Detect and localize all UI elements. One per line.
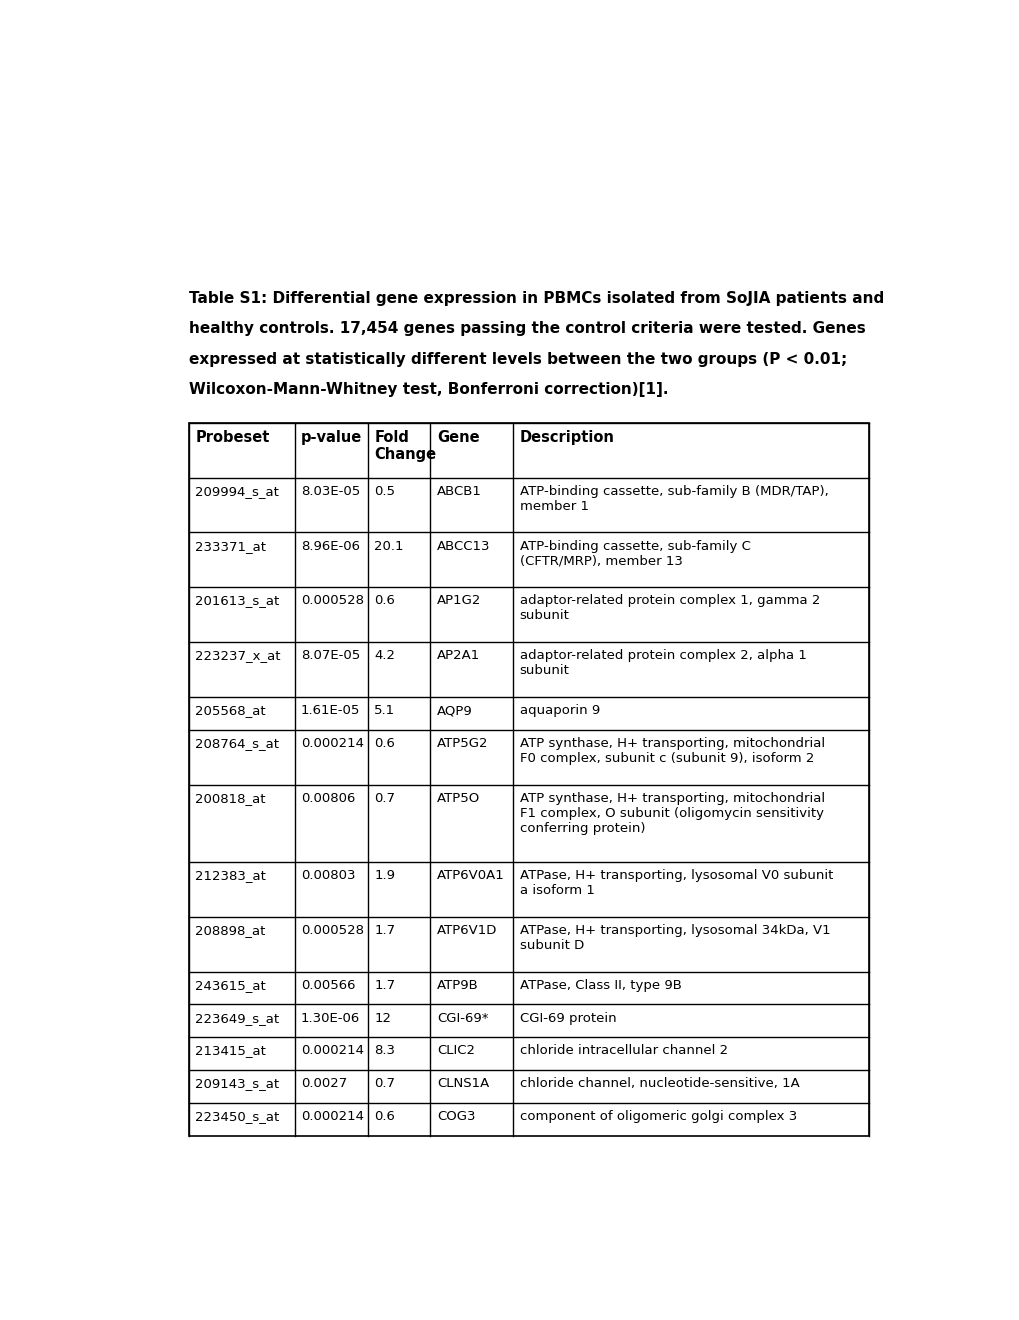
Text: 0.000214: 0.000214	[301, 1044, 364, 1057]
Text: ATP6V0A1: ATP6V0A1	[436, 869, 504, 882]
Text: 1.7: 1.7	[374, 978, 395, 991]
Text: 0.6: 0.6	[374, 737, 394, 750]
Text: CLNS1A: CLNS1A	[436, 1077, 488, 1090]
Text: Description: Description	[520, 430, 614, 445]
Text: component of oligomeric golgi complex 3: component of oligomeric golgi complex 3	[520, 1110, 796, 1123]
Text: ATP6V1D: ATP6V1D	[436, 924, 496, 937]
Text: 8.96E-06: 8.96E-06	[301, 540, 360, 553]
Text: 209143_s_at: 209143_s_at	[196, 1077, 279, 1090]
Text: Wilcoxon-Mann-Whitney test, Bonferroni correction)[1].: Wilcoxon-Mann-Whitney test, Bonferroni c…	[189, 381, 668, 397]
Text: 0.00803: 0.00803	[301, 869, 355, 882]
Text: AQP9: AQP9	[436, 704, 472, 717]
Text: 12: 12	[374, 1011, 391, 1024]
Text: ATPase, H+ transporting, lysosomal 34kDa, V1
subunit D: ATPase, H+ transporting, lysosomal 34kDa…	[520, 924, 829, 952]
Text: 0.0027: 0.0027	[301, 1077, 346, 1090]
Text: 200818_at: 200818_at	[196, 792, 266, 805]
Text: ATP9B: ATP9B	[436, 978, 478, 991]
Text: AP1G2: AP1G2	[436, 594, 481, 607]
Text: COG3: COG3	[436, 1110, 475, 1123]
Text: 1.7: 1.7	[374, 924, 395, 937]
Text: 208764_s_at: 208764_s_at	[196, 737, 279, 750]
Text: ATPase, H+ transporting, lysosomal V0 subunit
a isoform 1: ATPase, H+ transporting, lysosomal V0 su…	[520, 869, 833, 896]
Text: ABCC13: ABCC13	[436, 540, 490, 553]
Text: ATP-binding cassette, sub-family C
(CFTR/MRP), member 13: ATP-binding cassette, sub-family C (CFTR…	[520, 540, 750, 568]
Text: aquaporin 9: aquaporin 9	[520, 704, 599, 717]
Text: ATPase, Class II, type 9B: ATPase, Class II, type 9B	[520, 978, 681, 991]
Text: 233371_at: 233371_at	[196, 540, 266, 553]
Text: 0.00806: 0.00806	[301, 792, 355, 805]
Text: expressed at statistically different levels between the two groups (P < 0.01;: expressed at statistically different lev…	[189, 351, 847, 367]
Text: adaptor-related protein complex 1, gamma 2
subunit: adaptor-related protein complex 1, gamma…	[520, 594, 819, 623]
Text: 223450_s_at: 223450_s_at	[196, 1110, 279, 1123]
Text: 201613_s_at: 201613_s_at	[196, 594, 279, 607]
Text: ATP synthase, H+ transporting, mitochondrial
F1 complex, O subunit (oligomycin s: ATP synthase, H+ transporting, mitochond…	[520, 792, 824, 836]
Text: ATP synthase, H+ transporting, mitochondrial
F0 complex, subunit c (subunit 9), : ATP synthase, H+ transporting, mitochond…	[520, 737, 824, 766]
Text: Gene: Gene	[436, 430, 479, 445]
Text: 0.7: 0.7	[374, 1077, 395, 1090]
Text: 205568_at: 205568_at	[196, 704, 266, 717]
Text: 223649_s_at: 223649_s_at	[196, 1011, 279, 1024]
Text: 212383_at: 212383_at	[196, 869, 266, 882]
Text: 0.6: 0.6	[374, 594, 394, 607]
Text: chloride channel, nucleotide-sensitive, 1A: chloride channel, nucleotide-sensitive, …	[520, 1077, 799, 1090]
Text: 208898_at: 208898_at	[196, 924, 266, 937]
Text: CGI-69 protein: CGI-69 protein	[520, 1011, 615, 1024]
Text: 0.7: 0.7	[374, 792, 395, 805]
Text: 0.000214: 0.000214	[301, 1110, 364, 1123]
Text: ATP-binding cassette, sub-family B (MDR/TAP),
member 1: ATP-binding cassette, sub-family B (MDR/…	[520, 484, 827, 512]
Text: Fold
Change: Fold Change	[374, 430, 436, 462]
Text: 0.6: 0.6	[374, 1110, 394, 1123]
Text: ABCB1: ABCB1	[436, 484, 481, 498]
Text: 0.000528: 0.000528	[301, 924, 364, 937]
Text: 0.00566: 0.00566	[301, 978, 355, 991]
Text: 8.3: 8.3	[374, 1044, 395, 1057]
Text: 8.07E-05: 8.07E-05	[301, 649, 360, 663]
Text: ATP5O: ATP5O	[436, 792, 480, 805]
Text: 0.000528: 0.000528	[301, 594, 364, 607]
Text: 20.1: 20.1	[374, 540, 404, 553]
Text: 0.000214: 0.000214	[301, 737, 364, 750]
Text: CLIC2: CLIC2	[436, 1044, 475, 1057]
Text: 209994_s_at: 209994_s_at	[196, 484, 279, 498]
Text: 5.1: 5.1	[374, 704, 395, 717]
Text: CGI-69*: CGI-69*	[436, 1011, 488, 1024]
Text: healthy controls. 17,454 genes passing the control criteria were tested. Genes: healthy controls. 17,454 genes passing t…	[189, 321, 865, 337]
Text: 1.30E-06: 1.30E-06	[301, 1011, 360, 1024]
Text: chloride intracellular channel 2: chloride intracellular channel 2	[520, 1044, 728, 1057]
Text: 8.03E-05: 8.03E-05	[301, 484, 360, 498]
Bar	[189, 422, 868, 1137]
Text: 1.61E-05: 1.61E-05	[301, 704, 360, 717]
Text: AP2A1: AP2A1	[436, 649, 480, 663]
Text: adaptor-related protein complex 2, alpha 1
subunit: adaptor-related protein complex 2, alpha…	[520, 649, 806, 677]
Text: 243615_at: 243615_at	[196, 978, 266, 991]
Text: 1.9: 1.9	[374, 869, 395, 882]
Text: 0.5: 0.5	[374, 484, 395, 498]
Text: 4.2: 4.2	[374, 649, 395, 663]
Text: p-value: p-value	[301, 430, 362, 445]
Text: Table S1: Differential gene expression in PBMCs isolated from SoJIA patients and: Table S1: Differential gene expression i…	[189, 290, 883, 305]
Text: ATP5G2: ATP5G2	[436, 737, 488, 750]
Text: 223237_x_at: 223237_x_at	[196, 649, 280, 663]
Text: Probeset: Probeset	[196, 430, 270, 445]
Text: 213415_at: 213415_at	[196, 1044, 266, 1057]
